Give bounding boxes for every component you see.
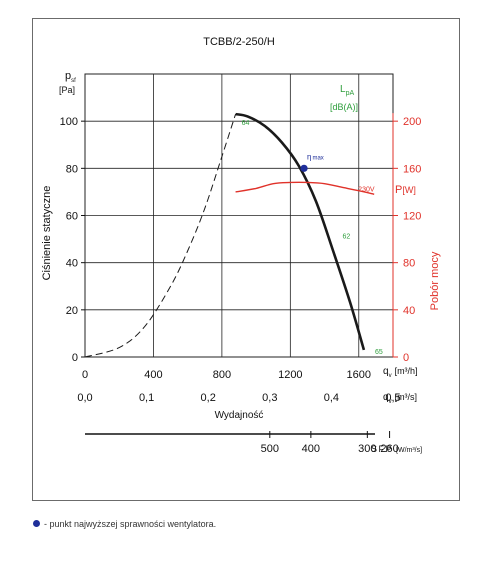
y-right-tick-label: 200 — [403, 116, 421, 128]
markers-layer: 64 62 65 ηmax — [242, 120, 383, 356]
x-m3s-subscript: v — [389, 399, 392, 405]
y-right-axis-title: P[W] Pobór mocy — [395, 184, 441, 310]
footnote: - punkt najwyższej sprawności wentylator… — [33, 519, 216, 529]
sfp-tick-label: 260 — [380, 443, 398, 455]
y-right-ticks: 0 40 80 120 160 200 — [392, 113, 421, 364]
x-m3s-tick-label: 0,1 — [139, 392, 154, 404]
sfp-tick-label: 500 — [261, 443, 279, 455]
x-m3s-tick-label: 0,5 — [385, 392, 400, 404]
fan-curve-chart: TCBB/2-250/H psf [Pa] Ciśnienie statyczn… — [41, 36, 441, 455]
x-m3s-ticks: 0,0 0,1 0,2 0,3 0,4 0,5 — [77, 392, 400, 404]
y-left-tick-label: 0 — [72, 352, 78, 364]
y-left-axis-title: psf [Pa] Ciśnienie statyczne — [41, 70, 76, 280]
x-m3s-unit: [m³/s] — [395, 392, 418, 402]
noise-legend: LpA [dB(A)] — [330, 84, 358, 112]
x-m3s-tick-label: 0,2 — [201, 392, 216, 404]
x-m3h-tick-label: 800 — [213, 369, 231, 381]
x-m3h-symbol: q — [383, 366, 389, 377]
y-left-unit: [Pa] — [59, 85, 75, 95]
noise-subscript: pA — [346, 90, 355, 97]
svg-text:psf: psf — [65, 70, 76, 84]
y-left-label: Ciśnienie statyczne — [41, 186, 53, 281]
sfp-tick-label: 400 — [302, 443, 320, 455]
noise-symbol: L — [340, 84, 346, 95]
svg-text:P[W]: P[W] — [395, 184, 416, 196]
x-m3h-tick-label: 400 — [144, 369, 162, 381]
footnote-text: - punkt najwyższej sprawności wentylator… — [44, 519, 217, 529]
y-left-tick-label: 100 — [60, 116, 78, 128]
x-m3h-axis-title: qv [m³/h] — [383, 366, 418, 379]
y-right-tick-label: 160 — [403, 163, 421, 175]
sfp-ticks: 500 400 300 260 — [261, 431, 399, 455]
x-m3h-tick-label: 0 — [82, 369, 88, 381]
pressure-curve — [235, 112, 366, 351]
x-m3s-tick-label: 0,3 — [262, 392, 277, 404]
x-m3h-tick-label: 1600 — [347, 369, 371, 381]
max-efficiency-symbol: η — [307, 152, 311, 161]
max-efficiency-label: ηmax — [307, 152, 324, 161]
max-efficiency-subscript: max — [312, 155, 323, 161]
sfp-unit: [W/m³/s] — [396, 447, 422, 454]
y-left-tick-label: 40 — [66, 258, 78, 270]
y-right-tick-label: 0 — [403, 352, 409, 364]
x-m3s-tick-label: 0,0 — [77, 392, 92, 404]
series-layer: 230V — [84, 112, 375, 358]
noise-value-label: 62 — [343, 233, 351, 240]
y-right-label: Pobór mocy — [429, 251, 441, 310]
x-m3s-title: Wydajność — [215, 410, 264, 421]
y-right-tick-label: 80 — [403, 258, 415, 270]
pressure-curve-unstable — [84, 113, 237, 358]
x-m3h-tick-label: 1200 — [278, 369, 302, 381]
max-efficiency-point — [300, 164, 308, 172]
x-m3s-axis-title: qv [m³/s] — [383, 392, 417, 405]
y-right-unit: [W] — [402, 185, 416, 195]
chart-panel: TCBB/2-250/H psf [Pa] Ciśnienie statyczn… — [32, 18, 460, 501]
sfp-axis-title: SFP [W/m³/s] — [371, 444, 422, 454]
y-left-tick-label: 80 — [66, 163, 78, 175]
chart-title: TCBB/2-250/H — [203, 36, 275, 48]
svg-text:LpA: LpA — [340, 84, 354, 97]
y-left-subscript: sf — [71, 78, 76, 84]
y-left-tick-label: 60 — [66, 211, 78, 223]
noise-value-label: 65 — [375, 349, 383, 356]
y-left-ticks: 0 20 40 60 80 100 — [60, 116, 85, 364]
sfp-tick-label: 300 — [358, 443, 376, 455]
y-right-tick-label: 40 — [403, 305, 415, 317]
x-m3h-subscript: v — [389, 373, 392, 379]
x-m3s-tick-label: 0,4 — [324, 392, 339, 404]
noise-unit: [dB(A)] — [330, 102, 358, 112]
max-efficiency-legend-icon — [33, 520, 40, 527]
x-m3h-unit: [m³/h] — [395, 366, 418, 376]
power-curve — [235, 181, 375, 195]
grid — [84, 74, 393, 358]
sfp-label: SFP — [371, 444, 393, 454]
y-right-tick-label: 120 — [403, 211, 421, 223]
x-m3h-ticks: 0 400 800 1200 1600 — [82, 369, 371, 381]
power-curve-label: 230V — [358, 186, 375, 193]
x-m3s-symbol: q — [383, 392, 389, 403]
y-right-symbol: P — [395, 184, 402, 196]
y-left-tick-label: 20 — [66, 305, 78, 317]
noise-value-label: 64 — [242, 120, 250, 127]
y-left-symbol: p — [65, 70, 71, 82]
